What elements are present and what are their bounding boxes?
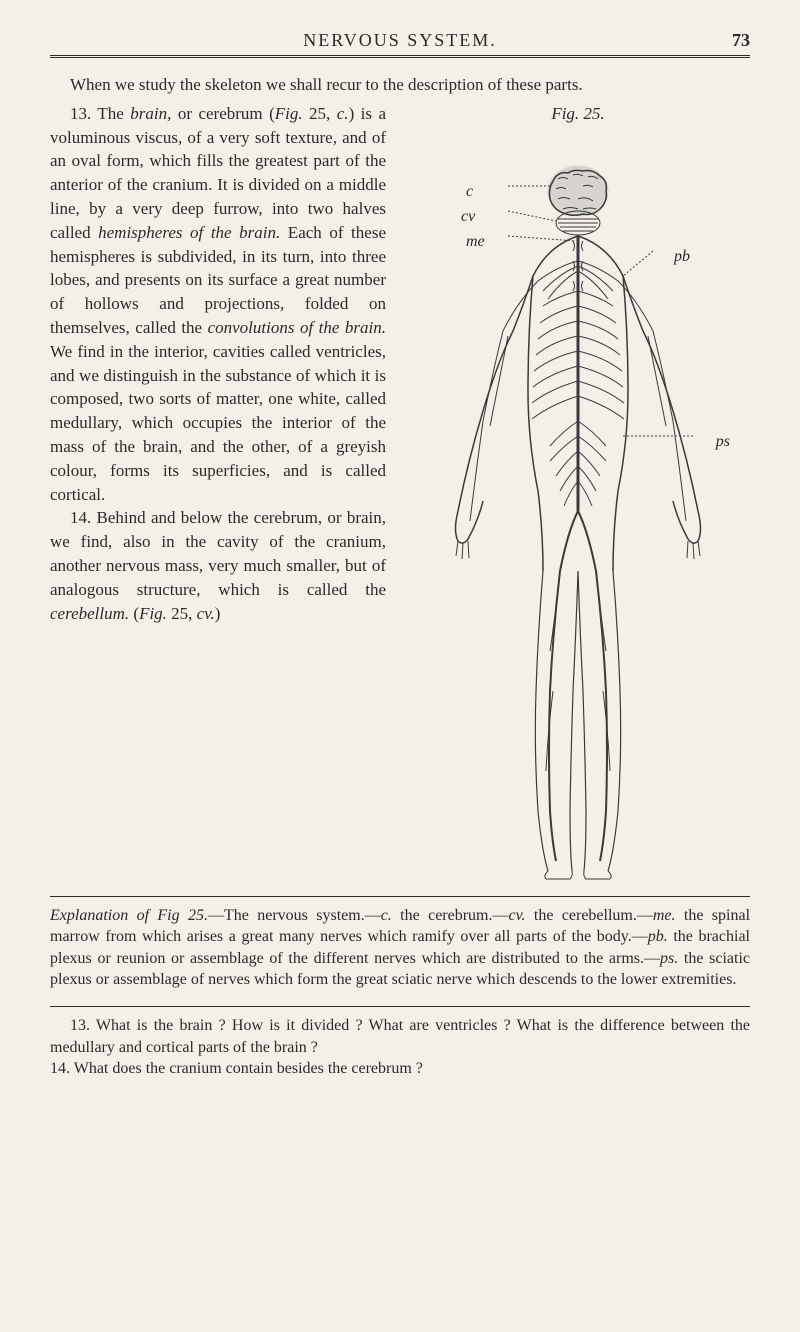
page-header: NERVOUS SYSTEM. [50,30,750,58]
nervous-system-svg [406,131,750,881]
figure-column: Fig. 25. c cv me pb ps [406,102,750,881]
two-column-layout: 13. The brain, or cerebrum (Fig. 25, c.)… [50,102,750,881]
label-pb: pb [674,246,690,268]
header-title: NERVOUS SYSTEM. [303,30,497,51]
label-ps: ps [716,431,730,453]
text-column: 13. The brain, or cerebrum (Fig. 25, c.)… [50,102,386,881]
figure-label: Fig. 25. [406,102,750,126]
paragraph-13: 13. The brain, or cerebrum (Fig. 25, c.)… [50,102,386,507]
review-questions: 13. What is the brain ? How is it divide… [50,1006,750,1080]
anatomy-figure: c cv me pb ps [406,131,750,881]
label-c: c [466,181,473,203]
figure-explanation: Explanation of Fig 25.—The nervous syste… [50,896,750,991]
paragraph-14: 14. Behind and below the cerebrum, or br… [50,506,386,625]
body-content: When we study the skeleton we shall recu… [50,73,750,1080]
label-cv: cv [461,206,475,228]
page-number: 73 [732,30,750,51]
label-me: me [466,231,485,253]
intro-paragraph: When we study the skeleton we shall recu… [50,73,750,97]
